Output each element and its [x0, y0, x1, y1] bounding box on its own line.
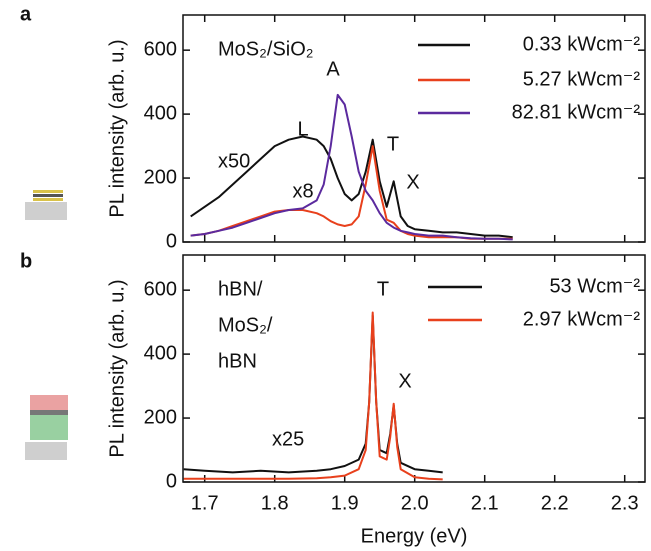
y-tick-label: 200	[144, 166, 177, 188]
annotation: hBN	[218, 350, 257, 372]
legend-label: 2.97 kWcm⁻²	[523, 308, 641, 330]
annotation: T	[387, 133, 399, 155]
annotation: x8	[292, 180, 313, 202]
panel-label: b	[20, 250, 32, 272]
annotation: A	[326, 58, 340, 80]
x-tick-label: 1.7	[191, 492, 219, 514]
series-line	[183, 311, 443, 481]
x-tick-label: 1.8	[261, 492, 289, 514]
plot-frame	[182, 14, 646, 243]
legend-label: 53 Wcm⁻²	[549, 275, 640, 297]
y-tick-label: 400	[144, 342, 177, 364]
annotation: x50	[218, 150, 250, 172]
x-tick-label: 2.3	[611, 492, 639, 514]
y-tick-label: 400	[144, 102, 177, 124]
legend-label: 0.33 kWcm⁻²	[523, 33, 641, 55]
annotation: X	[398, 370, 411, 392]
y-tick-label: 600	[144, 38, 177, 60]
y-tick-label: 600	[144, 278, 177, 300]
sample-sketch-a	[25, 190, 67, 220]
plot-frame	[182, 254, 646, 483]
x-tick-label: 1.9	[331, 492, 359, 514]
y-axis-label: PL intensity (arb. u.)	[106, 39, 128, 217]
y-tick-label: 200	[144, 406, 177, 428]
annotation: hBN/	[218, 278, 263, 300]
annotation: MoS₂/SiO₂	[218, 38, 314, 60]
annotation: X	[406, 171, 419, 193]
y-axis-label: PL intensity (arb. u.)	[106, 279, 128, 457]
annotation: T	[377, 278, 389, 300]
panel-label: a	[20, 3, 32, 25]
annotation: L	[297, 118, 308, 140]
x-tick-label: 2.1	[471, 492, 499, 514]
legend-label: 5.27 kWcm⁻²	[523, 68, 641, 90]
y-tick-label: 0	[166, 470, 177, 492]
series-line	[190, 93, 513, 241]
y-tick-label: 0	[166, 230, 177, 252]
x-axis-label: Energy (eV)	[361, 525, 468, 547]
annotation: MoS₂/	[218, 314, 273, 336]
annotation: x25	[272, 428, 304, 450]
sample-sketch-b	[25, 395, 68, 460]
series-line	[190, 145, 513, 240]
series-line	[183, 314, 443, 474]
series-line	[190, 135, 513, 239]
legend-label: 82.81 kWcm⁻²	[512, 101, 641, 123]
x-tick-label: 2.2	[541, 492, 569, 514]
x-tick-label: 2.0	[401, 492, 429, 514]
